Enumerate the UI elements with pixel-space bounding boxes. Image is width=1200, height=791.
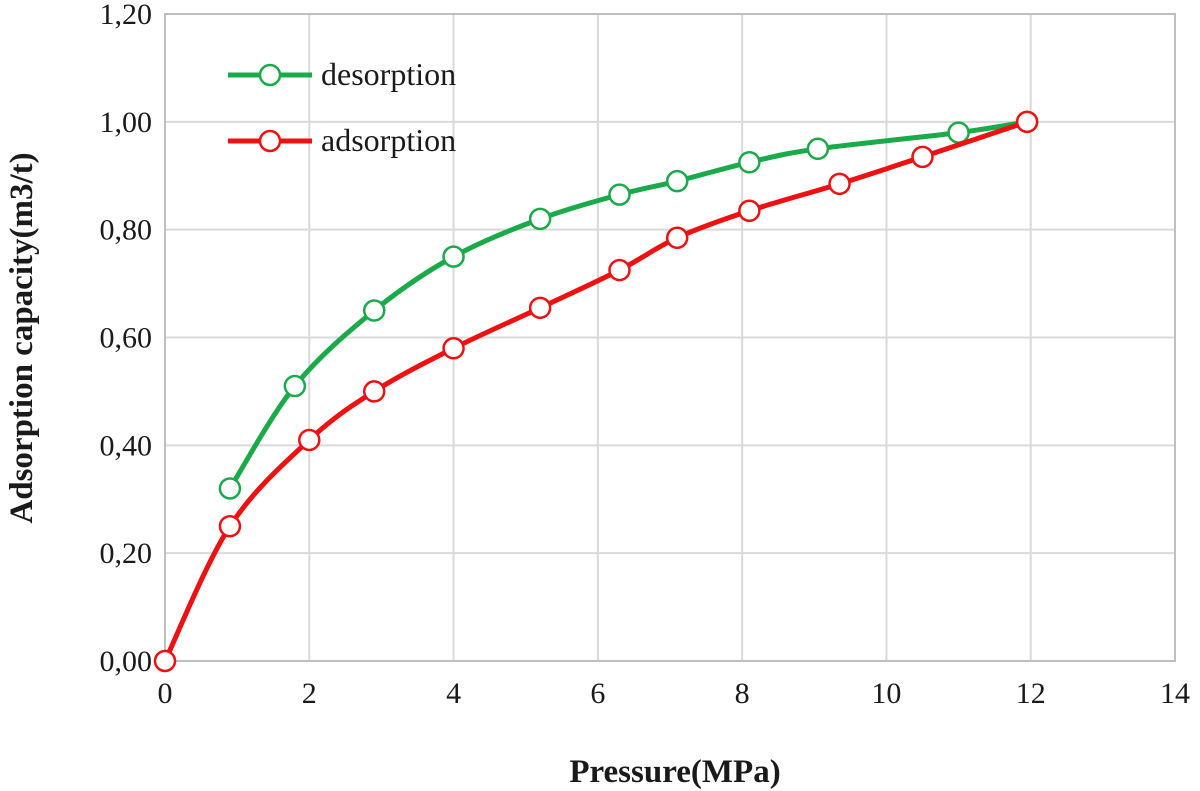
y-tick-label: 0,40 xyxy=(100,429,153,462)
legend: desorption adsorption xyxy=(228,56,456,158)
grid xyxy=(164,13,1176,662)
data-point-desorption xyxy=(947,121,970,144)
y-tick-label: 0,80 xyxy=(100,214,153,247)
data-point-adsorption xyxy=(608,258,631,282)
data-point-desorption xyxy=(362,299,386,322)
data-point-desorption xyxy=(608,183,631,206)
series-line-desorption xyxy=(227,119,1030,491)
y-tick-label: 1,20 xyxy=(100,0,153,31)
x-tick-label: 8 xyxy=(735,677,750,710)
y-tick-label: 0,60 xyxy=(100,322,153,355)
data-point-desorption xyxy=(442,245,465,268)
legend-label-adsorption: adsorption xyxy=(321,122,456,158)
legend-marker-desorption xyxy=(258,63,282,87)
x-tick-label: 0 xyxy=(158,677,173,710)
data-point-adsorption xyxy=(362,380,386,403)
data-point-adsorption xyxy=(528,296,552,320)
y-tick-label: 0,00 xyxy=(100,645,153,678)
series-desorption xyxy=(218,110,1039,500)
x-tick-label: 10 xyxy=(871,677,901,710)
y-axis-title: Adsorption capacity(m3/t) xyxy=(4,152,40,523)
x-axis-title: Pressure(MPa) xyxy=(569,754,780,790)
legend-marker-adsorption xyxy=(258,129,282,153)
data-point-desorption xyxy=(738,151,761,174)
data-point-desorption xyxy=(665,169,689,193)
plot-area-frame xyxy=(164,13,1176,662)
x-tick-label: 12 xyxy=(1016,677,1046,710)
x-axis-ticks: 0 2 4 6 8 10 12 14 xyxy=(158,677,1191,710)
legend-item-desorption: desorption xyxy=(228,56,456,92)
y-tick-label: 1,00 xyxy=(100,106,153,139)
series xyxy=(153,110,1039,673)
data-point-adsorption xyxy=(298,428,321,452)
x-tick-label: 14 xyxy=(1160,677,1190,710)
x-tick-label: 2 xyxy=(302,677,317,710)
x-tick-label: 6 xyxy=(590,677,605,710)
y-axis-ticks: 0,00 0,20 0,40 0,60 0,80 1,00 1,20 xyxy=(100,0,153,678)
data-point-adsorption xyxy=(153,649,177,673)
data-point-adsorption xyxy=(665,226,689,250)
series-line-adsorption xyxy=(162,119,1030,664)
data-point-desorption xyxy=(806,137,830,161)
data-point-desorption xyxy=(218,477,242,500)
legend-label-desorption: desorption xyxy=(321,56,456,92)
data-point-adsorption xyxy=(828,172,851,196)
data-point-desorption xyxy=(528,207,552,231)
data-point-adsorption xyxy=(911,145,934,169)
data-point-adsorption xyxy=(738,199,761,223)
data-point-adsorption xyxy=(1015,110,1039,134)
data-point-desorption xyxy=(283,374,307,398)
legend-item-adsorption: adsorption xyxy=(228,122,456,158)
y-tick-label: 0,20 xyxy=(100,537,153,570)
series-adsorption xyxy=(153,110,1039,673)
data-point-adsorption xyxy=(442,337,465,360)
x-tick-label: 4 xyxy=(446,677,461,710)
data-point-adsorption xyxy=(218,514,242,538)
